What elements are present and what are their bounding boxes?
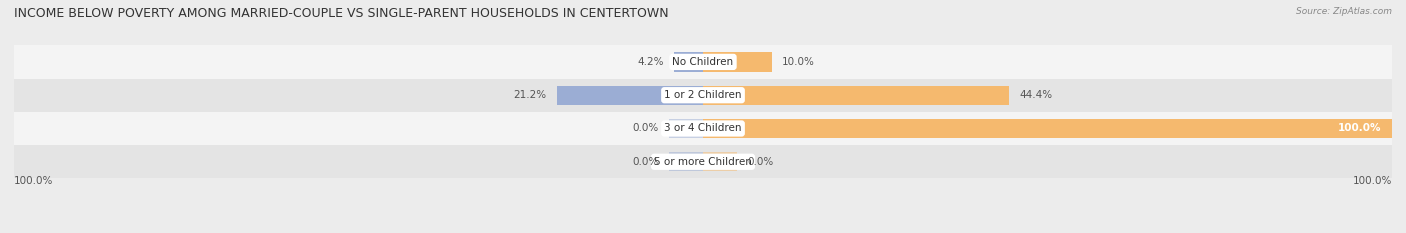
Text: 10.0%: 10.0% (782, 57, 815, 67)
Text: 4.2%: 4.2% (637, 57, 664, 67)
Text: 1 or 2 Children: 1 or 2 Children (664, 90, 742, 100)
Text: INCOME BELOW POVERTY AMONG MARRIED-COUPLE VS SINGLE-PARENT HOUSEHOLDS IN CENTERT: INCOME BELOW POVERTY AMONG MARRIED-COUPL… (14, 7, 669, 20)
Text: 100.0%: 100.0% (1339, 123, 1382, 134)
Text: 3 or 4 Children: 3 or 4 Children (664, 123, 742, 134)
Bar (673, 52, 703, 72)
Text: 0.0%: 0.0% (748, 157, 775, 167)
Text: Source: ZipAtlas.com: Source: ZipAtlas.com (1296, 7, 1392, 16)
Bar (703, 119, 1392, 138)
Bar (14, 45, 1392, 79)
Bar (703, 86, 1010, 105)
Bar (669, 119, 703, 138)
Bar (557, 86, 703, 105)
Text: 100.0%: 100.0% (1353, 176, 1392, 186)
Bar (14, 112, 1392, 145)
Text: 21.2%: 21.2% (513, 90, 547, 100)
Bar (703, 152, 738, 171)
Text: 0.0%: 0.0% (631, 157, 658, 167)
Text: 5 or more Children: 5 or more Children (654, 157, 752, 167)
Text: 44.4%: 44.4% (1019, 90, 1052, 100)
Bar (703, 52, 772, 72)
Bar (669, 152, 703, 171)
Text: 0.0%: 0.0% (631, 123, 658, 134)
Bar (14, 145, 1392, 178)
Text: 100.0%: 100.0% (14, 176, 53, 186)
Bar (14, 79, 1392, 112)
Text: No Children: No Children (672, 57, 734, 67)
